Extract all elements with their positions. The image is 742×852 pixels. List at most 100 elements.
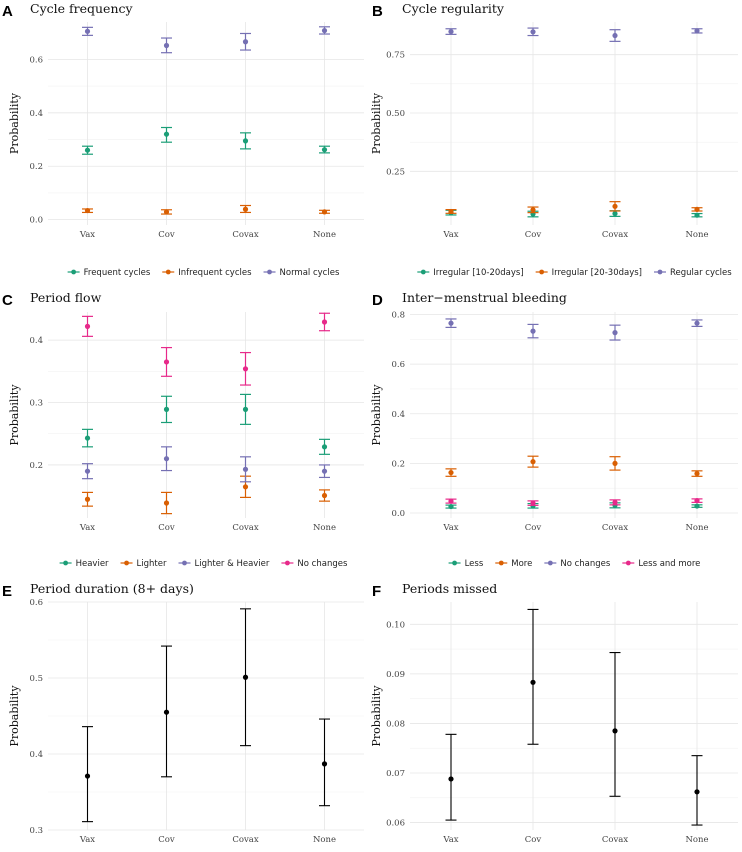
y-tick-label: 0.4 xyxy=(29,750,43,760)
data-point xyxy=(448,469,454,476)
series-more xyxy=(445,455,703,477)
y-tick-label: 0.6 xyxy=(29,55,43,65)
data-point xyxy=(694,206,700,212)
x-tick-label: Covax xyxy=(602,523,628,533)
y-tick-label: 0.4 xyxy=(29,109,43,119)
y-axis-label: Probability xyxy=(8,685,21,747)
data-point xyxy=(242,206,249,212)
data-point xyxy=(163,42,170,49)
panel-title: Period duration (8+ days) xyxy=(30,581,194,596)
legend-label: Irregular [10-20days] xyxy=(433,268,523,278)
y-tick-label: 0.50 xyxy=(386,109,405,119)
x-tick-label: None xyxy=(685,230,708,240)
panel-letter: A xyxy=(2,3,13,20)
y-tick-label: 0.0 xyxy=(29,216,43,226)
data-point xyxy=(530,207,536,213)
data-point xyxy=(84,468,91,474)
y-axis-label: Probability xyxy=(370,685,383,747)
x-tick-label: Cov xyxy=(158,835,175,845)
data-point xyxy=(242,39,249,45)
legend-label: Regular cycles xyxy=(670,268,732,278)
data-point xyxy=(612,460,618,466)
data-point xyxy=(242,366,249,372)
x-tick-label: None xyxy=(685,835,708,845)
data-point xyxy=(321,492,328,499)
x-tick-label: Vax xyxy=(79,523,95,533)
legend-key-dot xyxy=(71,269,77,275)
y-tick-label: 0.25 xyxy=(386,167,405,177)
data-point xyxy=(694,503,700,509)
legend-key-dot xyxy=(547,560,553,566)
data-point xyxy=(612,499,618,505)
x-tick-label: Cov xyxy=(525,523,542,533)
panel-letter: E xyxy=(2,583,12,600)
legend-key-dot xyxy=(182,560,187,566)
panel-b: B Cycle regularity 0.25 0.50 0.75 Vax Cov Covax… xyxy=(370,1,738,278)
y-tick-label: 0.10 xyxy=(386,620,405,630)
series-lighter-heavier xyxy=(82,446,330,483)
legend-item: No changes xyxy=(281,559,348,569)
data-point xyxy=(694,28,700,34)
y-tick-label: 0.2 xyxy=(29,461,43,471)
data-point xyxy=(612,728,618,734)
legend-item: Frequent cycles xyxy=(67,268,151,278)
y-tick-label: 0.75 xyxy=(386,51,405,61)
legend-key-dot xyxy=(124,560,129,566)
series-normal-cycles xyxy=(82,26,330,54)
panel-c: C Period flow 0.2 0.3 0.4 Vax Cov Covax None Prob… xyxy=(2,290,364,569)
legend-label: Normal cycles xyxy=(280,268,340,278)
data-point xyxy=(612,330,618,336)
data-point xyxy=(163,359,170,365)
legend-item: Less and more xyxy=(622,559,700,569)
y-tick-label: 0.07 xyxy=(386,769,405,779)
data-point xyxy=(694,789,700,795)
series-no-changes xyxy=(445,318,703,341)
x-tick-label: Vax xyxy=(79,230,95,240)
x-tick-label: None xyxy=(313,230,336,240)
x-tick-label: Vax xyxy=(442,835,458,845)
panel-title: Cycle frequency xyxy=(30,1,133,16)
panel-letter: D xyxy=(372,292,383,309)
legend-item: Irregular [20-30days] xyxy=(535,268,642,278)
x-tick-label: None xyxy=(313,523,336,533)
y-tick-label: 0.3 xyxy=(29,399,43,409)
x-tick-label: Vax xyxy=(442,230,458,240)
legend-label: Less xyxy=(465,559,484,569)
panel-title: Period flow xyxy=(30,290,102,305)
y-axis-label: Probability xyxy=(370,384,383,446)
series-less-and-more xyxy=(445,498,703,506)
data-point xyxy=(84,435,91,441)
y-tick-label: 0.09 xyxy=(386,670,405,680)
data-point xyxy=(84,773,91,779)
legend: Irregular [10-20days] Irregular [20-30day… xyxy=(417,268,732,278)
data-point xyxy=(530,459,536,465)
series-regular-cycles xyxy=(445,27,703,42)
legend: Less More No changes Less and more xyxy=(448,559,700,569)
data-point xyxy=(612,210,618,217)
legend-item: Regular cycles xyxy=(653,268,732,278)
series-estimate xyxy=(445,608,703,826)
legend-label: Lighter xyxy=(137,559,167,569)
x-tick-label: Cov xyxy=(525,230,542,240)
legend-key-dot xyxy=(452,560,457,566)
y-tick-label: 0.2 xyxy=(29,162,43,172)
panel-letter: F xyxy=(372,583,381,600)
data-point xyxy=(163,406,170,412)
data-point xyxy=(530,500,536,506)
x-tick-label: Covax xyxy=(602,230,628,240)
y-tick-label: 0.8 xyxy=(391,310,405,320)
data-point xyxy=(84,28,91,34)
data-point xyxy=(242,674,249,680)
y-tick-label: 0.6 xyxy=(29,598,43,608)
y-axis-label: Probability xyxy=(8,384,21,446)
y-tick-label: 0.4 xyxy=(29,336,43,346)
data-point xyxy=(612,32,618,39)
panel-a: A Cycle frequency 0.0 0.2 0.4 0.6 Vax Cov Covax N… xyxy=(2,1,364,278)
x-tick-label: Covax xyxy=(232,835,258,845)
data-point xyxy=(321,319,328,325)
legend-key-dot xyxy=(625,560,631,566)
data-point xyxy=(84,496,91,502)
panel-letter: B xyxy=(372,3,383,20)
data-point xyxy=(530,29,536,35)
panel-e: E Period duration (8+ days) 0.3 0.4 0.5 0.6 Va… xyxy=(2,581,364,845)
